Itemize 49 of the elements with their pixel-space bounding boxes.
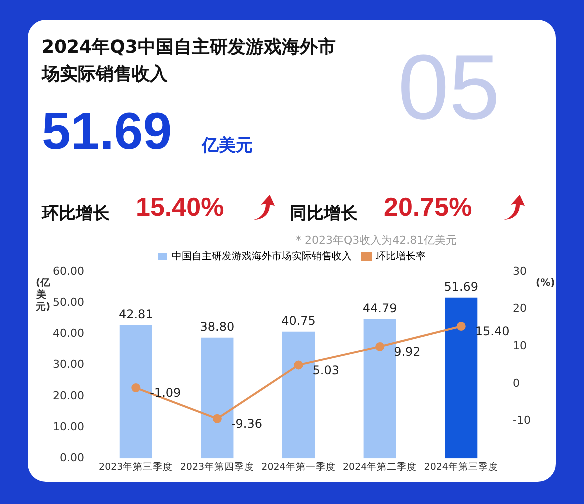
y2-axis-title: (%) xyxy=(536,278,556,290)
bar xyxy=(201,338,234,459)
x-tick-label: 2024年第二季度 xyxy=(342,460,418,473)
bar xyxy=(120,325,152,459)
data-label: 5.03 xyxy=(312,363,340,378)
data-label: 42.81 xyxy=(118,308,154,322)
data-label: 51.69 xyxy=(444,280,479,294)
point xyxy=(456,322,466,331)
text: 05 xyxy=(398,36,500,141)
legend-label: 中国自主研发游戏海外市场实际销售收入 xyxy=(172,250,352,263)
data-label: -9.36 xyxy=(231,417,263,432)
point xyxy=(376,342,385,352)
y-tick-label: 40.00 xyxy=(52,327,84,340)
y-tick-label: 10.00 xyxy=(52,420,84,434)
chart-title: 2024年Q3中国自主研发游戏海外市场实际销售收入 xyxy=(42,36,337,87)
y-tick-label: 30.00 xyxy=(52,358,84,372)
legend-label: 环比增长率 xyxy=(376,250,426,263)
y-tick-label: 60.00 xyxy=(52,264,84,278)
data-label: 9.92 xyxy=(394,345,421,360)
x-tick-label: 2024年第一季度 xyxy=(262,460,336,473)
text: 环比增长 xyxy=(42,203,110,225)
data-label: 40.75 xyxy=(282,314,316,328)
point xyxy=(132,384,141,393)
bar xyxy=(282,332,316,459)
data-label: -1.09 xyxy=(150,386,182,400)
y2-tick-label: 30 xyxy=(513,264,528,278)
y-axis-title: (亿美元) xyxy=(36,278,51,314)
bar xyxy=(364,319,396,459)
y2-tick-label: -10 xyxy=(513,414,531,428)
point xyxy=(212,414,222,424)
y2-tick-label: 20 xyxy=(513,302,528,316)
y-tick-label: 50.00 xyxy=(52,296,84,309)
data-label: 44.79 xyxy=(362,301,398,316)
bar xyxy=(445,298,478,459)
y2-tick-label: 0 xyxy=(513,376,520,390)
data-label: 38.80 xyxy=(200,320,235,334)
text: 15.40% xyxy=(136,192,224,223)
text: 同比增长 xyxy=(290,203,358,225)
y-tick-label: 0.00 xyxy=(60,451,84,464)
text: 20.75% xyxy=(384,192,472,223)
text: * 2023年Q3收入为42.81亿美元 xyxy=(296,233,458,248)
x-tick-label: 2023年第四季度 xyxy=(180,460,255,473)
point xyxy=(294,360,304,370)
text: 亿美元 xyxy=(202,135,253,157)
y-tick-label: 20.00 xyxy=(52,389,84,402)
y2-tick-label: 10 xyxy=(513,340,528,352)
x-tick-label: 2024年第三季度 xyxy=(424,460,498,473)
text: 51.69 xyxy=(42,102,172,162)
x-tick-label: 2023年第三季度 xyxy=(99,460,174,473)
